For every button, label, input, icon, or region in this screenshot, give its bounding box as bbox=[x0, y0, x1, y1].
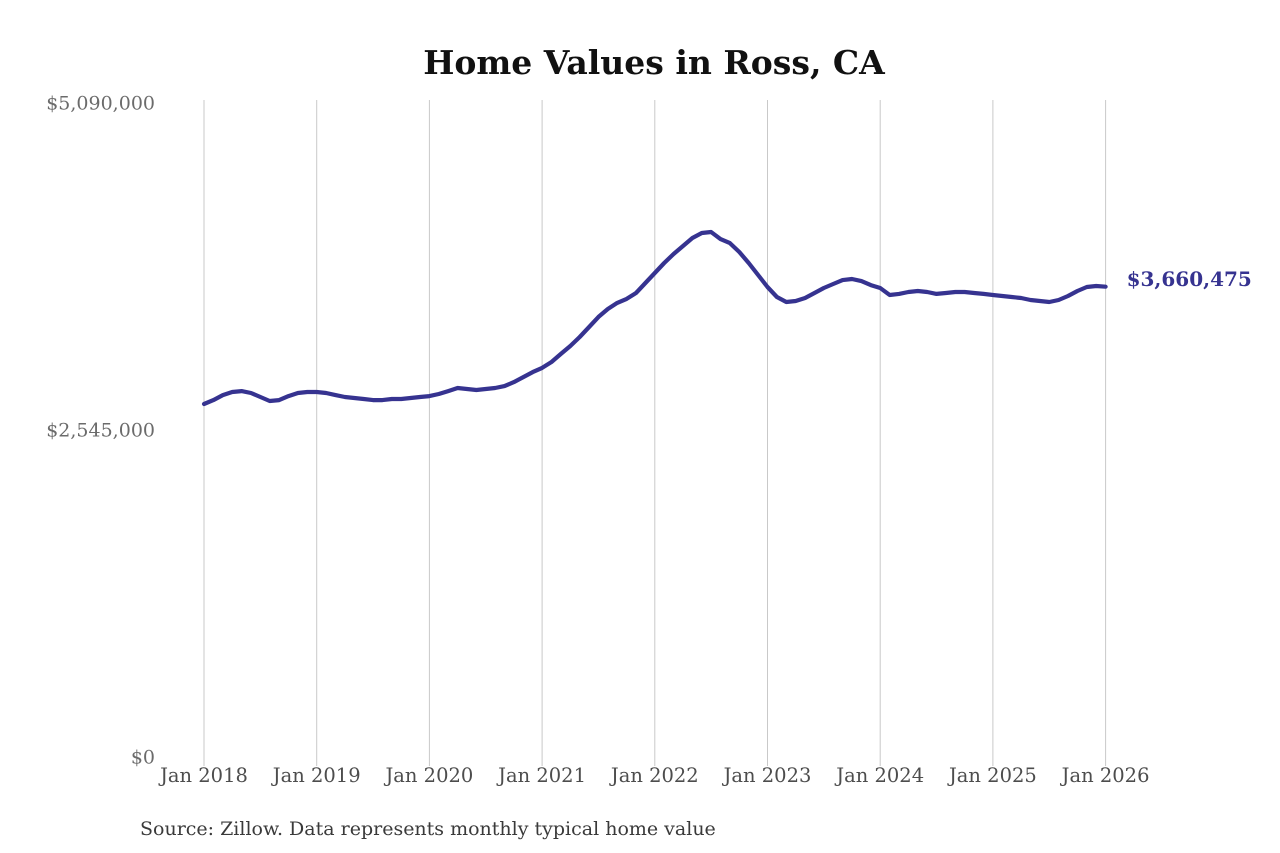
chart-title: Home Values in Ross, CA bbox=[423, 43, 885, 82]
x-axis-tick-label: Jan 2020 bbox=[383, 764, 473, 787]
x-axis-tick-label: Jan 2023 bbox=[722, 764, 812, 787]
x-axis-tick-label: Jan 2019 bbox=[271, 764, 361, 787]
x-axis-tick-label: Jan 2024 bbox=[834, 764, 924, 787]
x-axis-tick-label: Jan 2022 bbox=[609, 764, 699, 787]
x-axis-tick-label: Jan 2025 bbox=[947, 764, 1037, 787]
gridlines-group bbox=[203, 100, 1107, 766]
home-value-line bbox=[201, 229, 1108, 407]
x-axis-labels-group: Jan 2018 Jan 2019 Jan 2020 Jan 2021 Jan 2022… bbox=[158, 764, 1149, 787]
y-axis-tick-label: $2,545,000 bbox=[46, 420, 155, 442]
end-value-label: $3,660,475 bbox=[1127, 267, 1252, 291]
source-note: Source: Zillow. Data represents monthly … bbox=[140, 818, 716, 840]
x-axis-tick-label: Jan 2026 bbox=[1060, 764, 1150, 787]
y-axis-tick-label: $5,090,000 bbox=[46, 93, 155, 115]
y-axis-tick-label: $0 bbox=[131, 747, 155, 769]
y-axis-labels-group: $5,090,000 $2,545,000 $0 bbox=[46, 93, 155, 769]
x-axis-tick-label: Jan 2018 bbox=[158, 764, 248, 787]
x-axis-tick-label: Jan 2021 bbox=[496, 764, 586, 787]
